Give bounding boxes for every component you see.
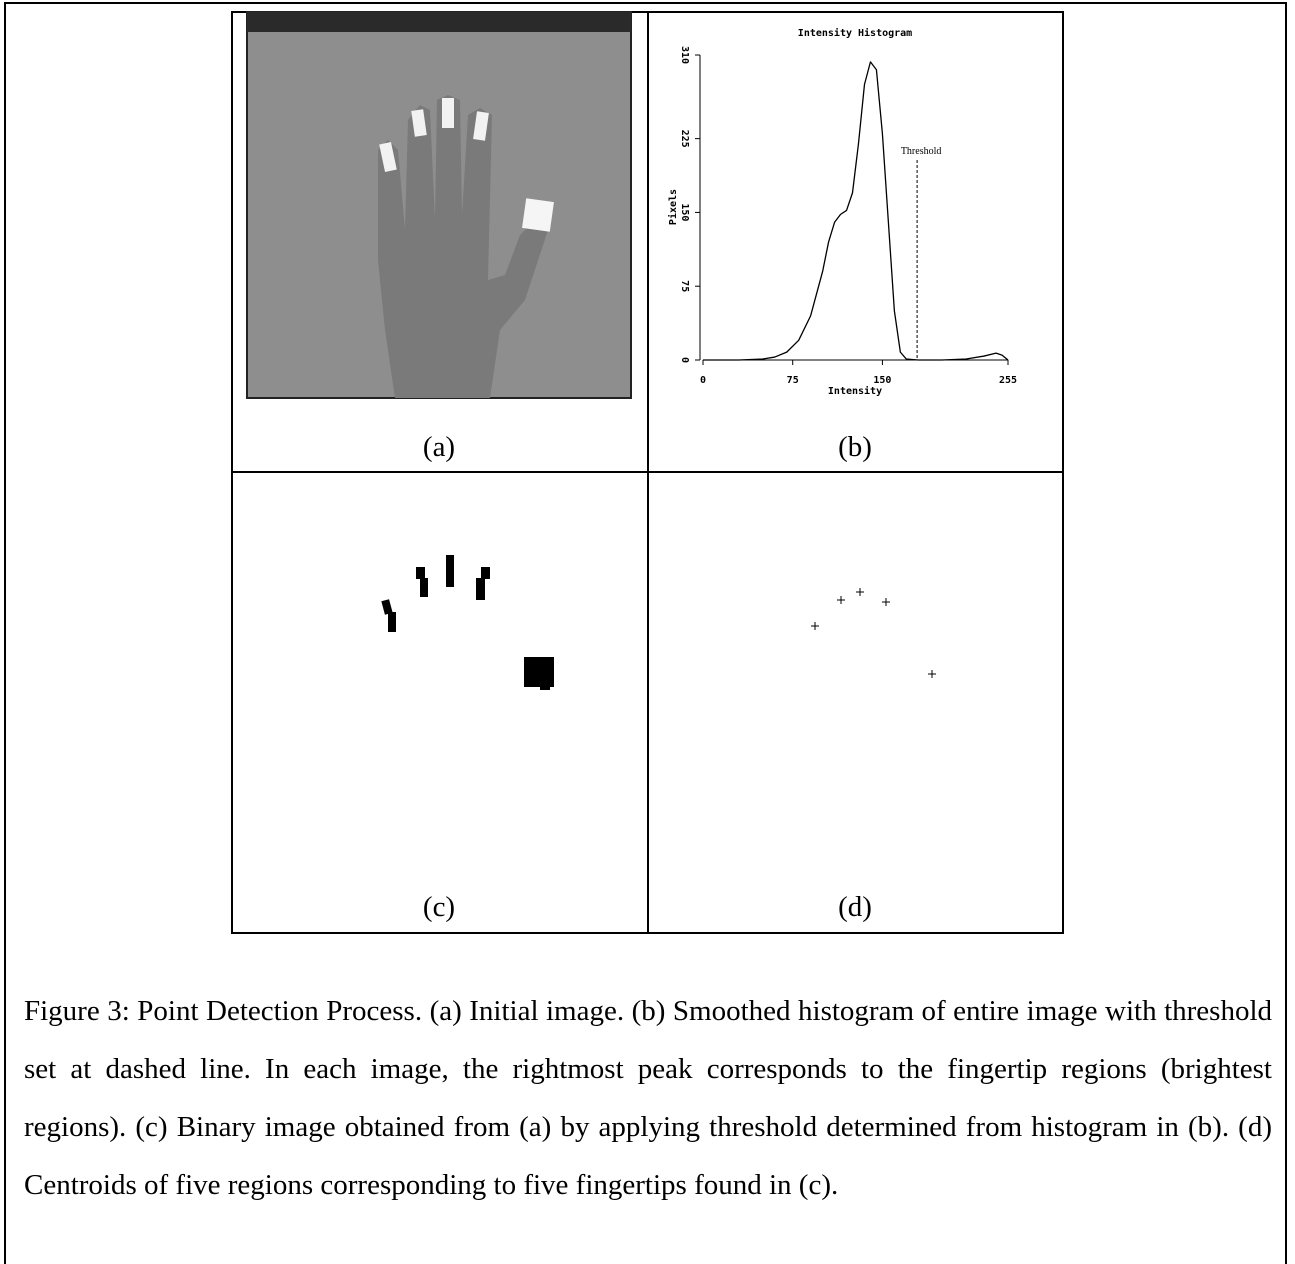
x-tick-label: 255 [999,375,1017,386]
histogram-curve [703,62,1008,360]
x-tick-label: 75 [787,375,799,386]
panel-label: (a) [423,431,455,463]
x-tick-label: 0 [700,375,706,386]
y-tick-label: 75 [679,280,690,292]
panel-label: (d) [838,891,872,923]
y-axis-label: Pixels [667,189,679,225]
y-tick-label: 0 [679,357,690,363]
binary-image [381,555,554,690]
caption: Figure 3: Point Detection Process. (a) I… [24,982,1272,1214]
chart-title: Intensity Histogram [798,27,912,39]
hand-image [247,12,631,398]
x-axis-label: Intensity [828,385,882,397]
figure: (a) (b) (c) (d) Intensity Histogram Inte… [0,0,1295,960]
panel-label: (b) [838,431,872,463]
y-tick-label: 310 [679,46,690,64]
panel-label: (c) [423,891,455,923]
y-tick-label: 225 [679,130,690,148]
page: (a) (b) (c) (d) Intensity Histogram Inte… [0,0,1295,1264]
x-tick-label: 150 [873,375,891,386]
annotation: Threshold [901,146,942,157]
y-tick-label: 150 [679,203,690,221]
centroids [811,588,936,678]
